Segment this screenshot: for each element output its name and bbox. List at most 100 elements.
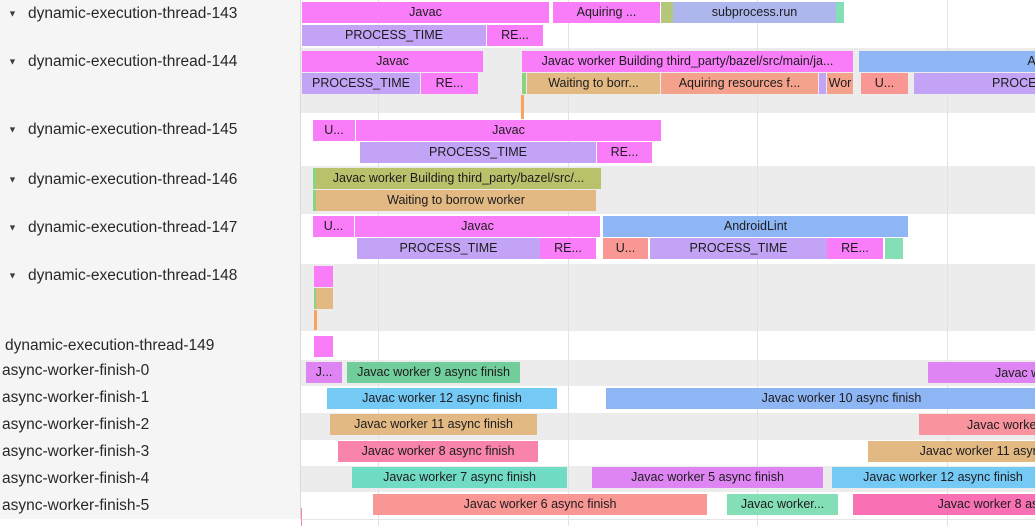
timeline-bar[interactable] (301, 508, 302, 526)
timeline-bar[interactable]: PROCESS_TIME (650, 238, 827, 259)
timeline-bar[interactable]: RE... (827, 238, 883, 259)
timeline-bar[interactable] (836, 2, 844, 23)
track-row[interactable]: ▼ dynamic-execution-thread-144 (0, 51, 300, 73)
bar-label: Javac worker 12 async finish (362, 391, 522, 406)
timeline-bar[interactable]: Javac worker Building third_party/bazel/… (522, 51, 853, 72)
bar-label: Javac worker 8 async finish (361, 444, 515, 459)
collapse-arrow-icon[interactable]: ▼ (8, 124, 17, 135)
timeline-bar[interactable]: Javac worker 7 async finish (352, 467, 567, 488)
track-name: async-worker-finish-3 (2, 443, 150, 460)
timeline-bar[interactable]: U... (861, 73, 908, 94)
timeline-bar[interactable]: RE... (540, 238, 596, 259)
track-name: dynamic-execution-thread-143 (28, 5, 238, 22)
timeline-bar[interactable]: Javac (356, 120, 661, 141)
track-row[interactable]: async-worker-finish-4 (0, 468, 300, 490)
timeline-bar[interactable]: Javac worker 11 async finish (868, 441, 1035, 462)
timeline-bar[interactable] (661, 2, 673, 23)
timeline-bar[interactable]: Waiting to borr... (527, 73, 660, 94)
timeline-bar[interactable]: PROCESS_TIME (302, 73, 420, 94)
timeline-bar[interactable]: Aquiring resources f... (661, 73, 818, 94)
timeline-bar[interactable] (316, 288, 333, 309)
track-row[interactable]: ▼ dynamic-execution-thread-147 (0, 217, 300, 239)
track-row[interactable]: async-worker-finish-3 (0, 441, 300, 463)
timeline-bar[interactable]: U... (313, 216, 354, 237)
bar-label: RE... (841, 241, 869, 256)
timeline-bar[interactable]: Javac w (928, 362, 1035, 383)
timeline-bar[interactable] (314, 310, 317, 330)
timeline-bar[interactable]: Wor (827, 73, 853, 94)
bar-label: Waiting to borr... (548, 76, 639, 91)
timeline-bar[interactable]: Javac worker 11 async finish (330, 414, 537, 435)
timeline-bar[interactable]: AndroidLint (859, 51, 1035, 72)
bar-label: Javac (492, 123, 525, 138)
timeline-bar[interactable] (313, 190, 316, 211)
collapse-arrow-icon[interactable]: ▼ (8, 56, 17, 67)
track-name: async-worker-finish-1 (2, 389, 150, 406)
timeline-bar[interactable]: PROCESS_TIME (360, 142, 596, 163)
timeline-bar[interactable] (314, 288, 316, 309)
row-separator-line (301, 519, 1035, 520)
time-gridline (378, 0, 379, 526)
bar-label: RE... (501, 28, 529, 43)
track-row[interactable]: ▼ dynamic-execution-thread-148 (0, 265, 300, 287)
timeline-bar[interactable]: Javac worker 6 async finish (373, 494, 707, 515)
track-name: dynamic-execution-thread-146 (28, 171, 238, 188)
timeline-bar[interactable] (314, 266, 333, 287)
timeline-bar[interactable]: Waiting to borrow worker (316, 190, 596, 211)
timeline-panel[interactable]: Javac Aquiring ... subprocess.run PROCESS_T… (301, 0, 1035, 526)
timeline-bar[interactable]: Javac worke (919, 414, 1035, 435)
timeline-bar[interactable]: Javac worker... (727, 494, 838, 515)
timeline-bar[interactable]: Javac worker 8 async finish (338, 441, 538, 462)
timeline-bar[interactable]: Javac (302, 51, 483, 72)
track-row[interactable]: ▼ dynamic-execution-thread-143 (0, 3, 300, 25)
timeline-bar[interactable] (313, 168, 316, 189)
timeline-bar[interactable]: subprocess.run (673, 2, 836, 23)
track-row[interactable]: ▼ dynamic-execution-thread-146 (0, 169, 300, 191)
bar-label: RE... (610, 145, 639, 160)
timeline-bar[interactable]: Javac worker 12 async finish (327, 388, 557, 409)
timeline-bar[interactable] (819, 73, 826, 94)
timeline-bar[interactable] (885, 238, 903, 259)
timeline-bar[interactable]: PROCESS_TIME (357, 238, 540, 259)
bar-label: Wor (828, 76, 852, 91)
timeline-bar[interactable] (521, 95, 524, 119)
timeline-bar[interactable]: Javac worker 8 async finish (853, 494, 1035, 515)
track-row[interactable]: async-worker-finish-2 (0, 414, 300, 436)
bar-label: Javac worker 11 async finish (354, 417, 513, 432)
timeline-bar[interactable]: Javac worker 12 async finish (832, 467, 1035, 488)
track-name: dynamic-execution-thread-145 (28, 121, 238, 138)
timeline-bar[interactable]: Javac worker 10 async finish (606, 388, 1035, 409)
track-row[interactable]: async-worker-finish-0 (0, 360, 300, 382)
track-name: dynamic-execution-thread-149 (5, 337, 215, 354)
bar-label: Waiting to borrow worker (387, 193, 525, 208)
timeline-bar[interactable]: Javac (355, 216, 600, 237)
collapse-arrow-icon[interactable]: ▼ (8, 222, 17, 233)
timeline-bar[interactable]: Javac worker 5 async finish (592, 467, 823, 488)
timeline-bar[interactable]: RE... (487, 25, 543, 46)
timeline-bar[interactable]: Javac worker 9 async finish (347, 362, 520, 383)
bar-label: Javac (461, 219, 494, 234)
track-row[interactable]: async-worker-finish-1 (0, 387, 300, 409)
timeline-bar[interactable]: PROCESS_TIME (914, 73, 1035, 94)
timeline-bar[interactable] (522, 73, 526, 94)
timeline-bar[interactable]: AndroidLint (603, 216, 908, 237)
collapse-arrow-icon[interactable]: ▼ (8, 270, 17, 281)
bar-label: Javac worker 5 async finish (631, 470, 784, 485)
track-row[interactable]: ▼ dynamic-execution-thread-145 (0, 119, 300, 141)
timeline-bar[interactable]: PROCESS_TIME (302, 25, 486, 46)
timeline-bar[interactable]: U... (603, 238, 648, 259)
collapse-arrow-icon[interactable]: ▼ (8, 8, 17, 19)
track-row[interactable]: dynamic-execution-thread-149 (0, 335, 300, 357)
timeline-bar[interactable]: RE... (421, 73, 478, 94)
timeline-bar[interactable]: Javac worker Building third_party/bazel/… (316, 168, 601, 189)
collapse-arrow-icon[interactable]: ▼ (8, 174, 17, 185)
timeline-bar[interactable]: J... (306, 362, 342, 383)
timeline-bar[interactable]: Javac (302, 2, 549, 23)
bar-label: AndroidLint (1027, 54, 1035, 69)
timeline-bar[interactable] (314, 336, 333, 357)
track-row[interactable]: async-worker-finish-5 (0, 495, 300, 517)
timeline-bar[interactable]: Aquiring ... (553, 2, 660, 23)
timeline-bar[interactable]: RE... (597, 142, 652, 163)
bar-label: RE... (554, 241, 582, 256)
timeline-bar[interactable]: U... (313, 120, 355, 141)
